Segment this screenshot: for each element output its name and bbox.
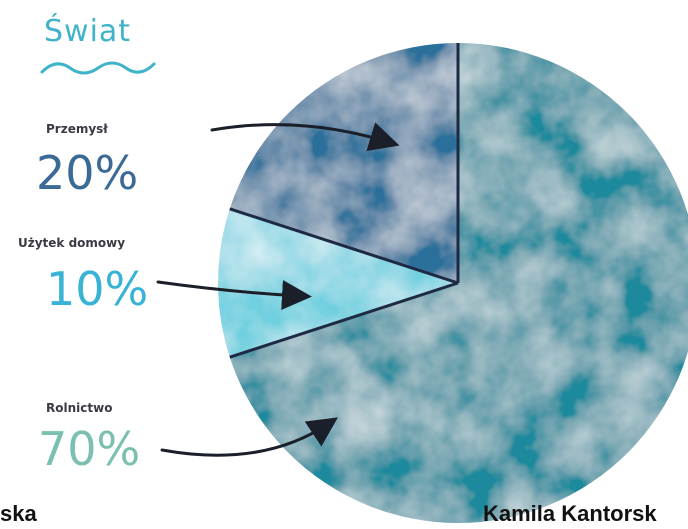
arrow-uzytek-domowy	[156, 279, 312, 310]
wave-decoration	[40, 61, 156, 75]
arrow-przemysl	[210, 122, 400, 152]
pie-slice-1	[218, 199, 458, 367]
slice-label-rolnictwo: Rolnictwo	[46, 401, 113, 415]
arrow-rolnictwo	[160, 417, 338, 457]
slice-value-uzytek-domowy: 10%	[46, 262, 149, 316]
footer-left-text: ska	[0, 501, 37, 526]
slice-divider-1	[229, 207, 459, 285]
pie-slice-0	[218, 43, 458, 283]
slice-divider-2	[229, 281, 459, 359]
slice-value-rolnictwo: 70%	[38, 422, 141, 476]
footer-right-text: Kamila Kantorsk	[483, 501, 657, 526]
chart-title: Świat	[44, 14, 132, 49]
slice-value-przemysl: 20%	[36, 146, 139, 200]
slice-label-uzytek-domowy: Użytek domowy	[18, 236, 126, 250]
slice-label-przemysl: Przemysł	[46, 122, 108, 136]
